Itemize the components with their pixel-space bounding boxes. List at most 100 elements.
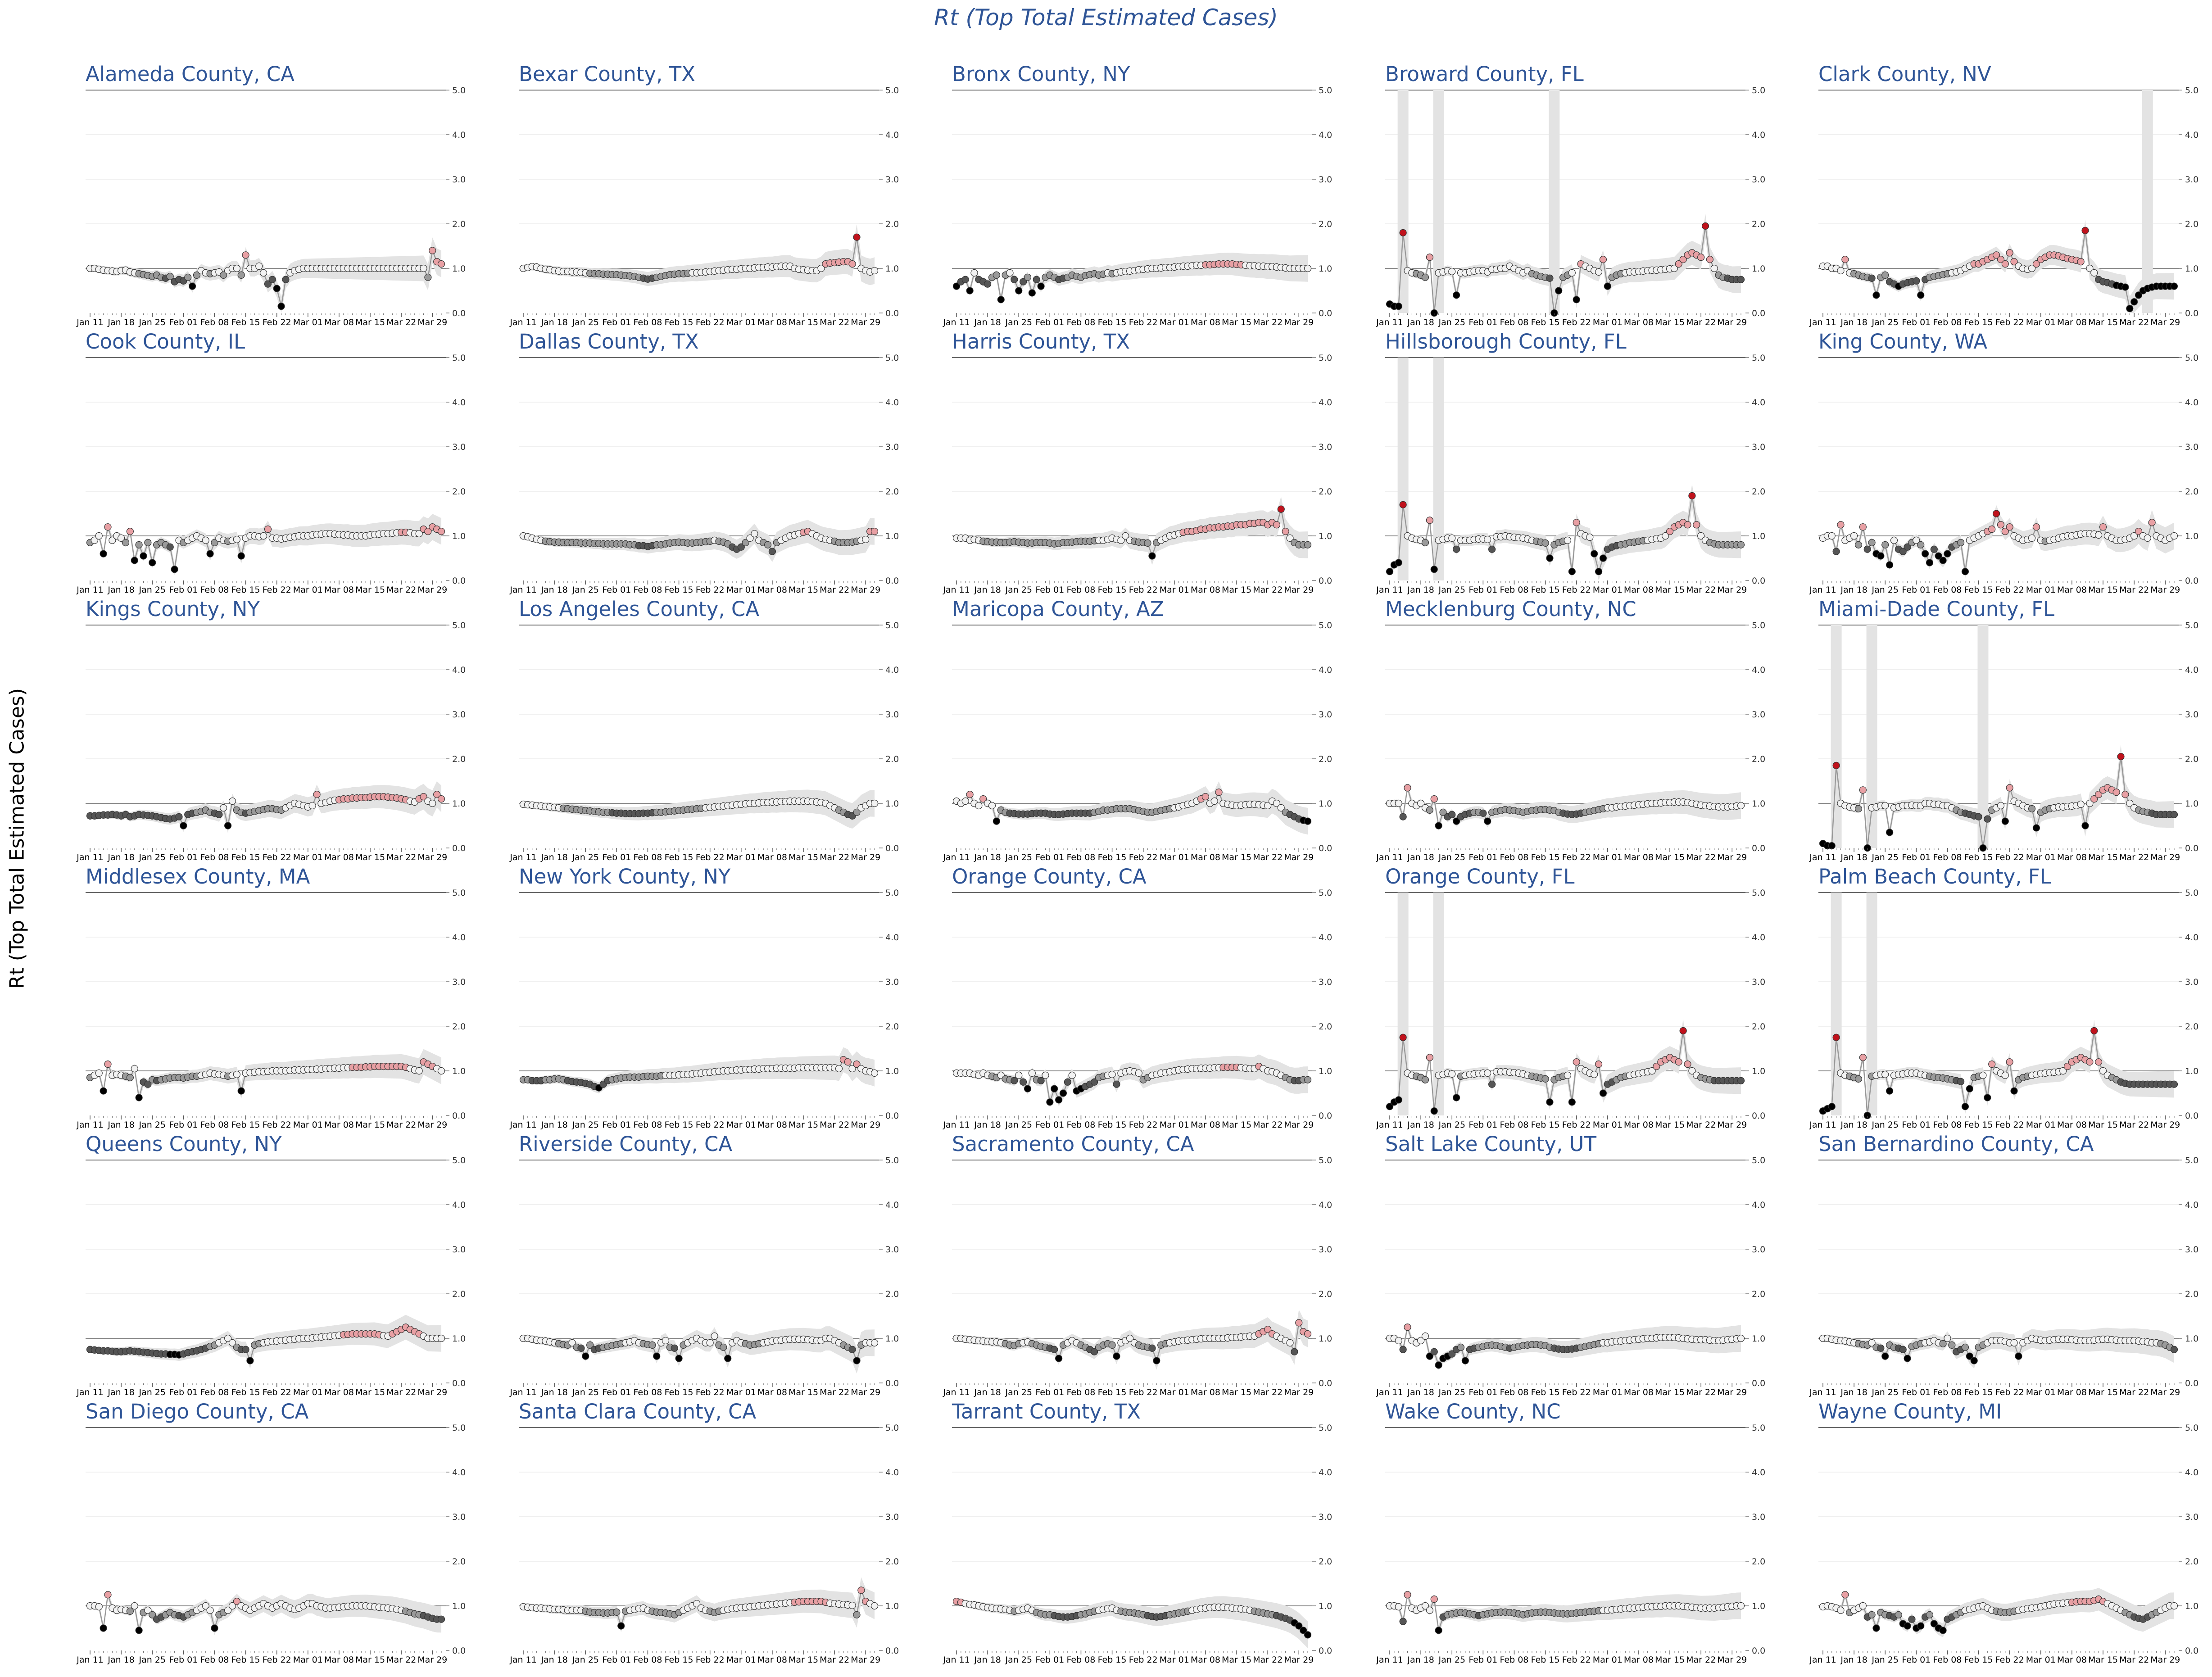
y-tick-label: 5.0 xyxy=(2185,888,2198,898)
x-tick-label: Mar 22 xyxy=(386,852,416,862)
x-tick-label: Mar 29 xyxy=(1717,1120,1747,1130)
x-tick-label: Mar 22 xyxy=(2119,317,2149,327)
x-tick-label: Mar 08 xyxy=(1191,1120,1220,1130)
data-point xyxy=(433,791,441,798)
y-tick-label: 3.0 xyxy=(1319,1245,1332,1255)
y-tick-label: 2.0 xyxy=(1319,219,1332,229)
y-tick-label: 0.0 xyxy=(885,1111,899,1121)
data-point xyxy=(237,552,245,560)
data-point xyxy=(979,795,987,803)
data-point xyxy=(1944,550,1951,557)
data-point xyxy=(100,550,107,557)
data-point xyxy=(1886,1087,1894,1095)
x-tick-label: Mar 29 xyxy=(417,852,447,862)
data-point xyxy=(1037,282,1045,290)
x-tick-label: Feb 01 xyxy=(1469,317,1497,327)
y-tick-label: 1.0 xyxy=(2185,531,2198,541)
data-point xyxy=(1426,1054,1433,1061)
y-tick-label: 5.0 xyxy=(1319,888,1332,898)
data-point xyxy=(1399,813,1407,820)
data-point xyxy=(1662,532,1669,540)
x-tick-label: Feb 22 xyxy=(1562,585,1591,595)
data-point xyxy=(1957,539,1965,546)
x-tick-label: Feb 15 xyxy=(665,852,694,862)
data-point xyxy=(2121,791,2129,798)
data-point xyxy=(1828,1103,1836,1110)
x-tick-label: Feb 22 xyxy=(263,1120,291,1130)
y-tick-label: 0.0 xyxy=(452,1111,466,1121)
data-point xyxy=(1090,1348,1098,1355)
data-point xyxy=(264,526,272,533)
x-tick-label: Jan 11 xyxy=(76,1120,104,1130)
data-point xyxy=(737,543,745,551)
x-tick-label: Mar 22 xyxy=(820,852,849,862)
x-tick-label: Feb 22 xyxy=(263,585,291,595)
data-point xyxy=(1997,521,2005,529)
data-point xyxy=(586,1341,594,1349)
chart-panel: Salt Lake County, UT 0.0 1.0 2.0 3.0 4.0 5.0 Ja… xyxy=(1376,1132,1765,1397)
x-tick-label: Mar 29 xyxy=(851,1387,880,1397)
x-tick-label: Jan 11 xyxy=(1809,317,1836,327)
y-tick-label: 0.0 xyxy=(885,308,899,318)
panel-title: Orange County, CA xyxy=(952,865,1147,888)
x-tick-label: Mar 01 xyxy=(1593,1120,1623,1130)
chart-panel: Alameda County, CA 0.0 1.0 2.0 3.0 4.0 5.0 Jan … xyxy=(76,62,466,327)
x-tick-label: Mar 01 xyxy=(2026,317,2056,327)
y-tick-label: 0.0 xyxy=(1319,1111,1332,1121)
data-point xyxy=(1837,267,1845,275)
chart-panel: Riverside County, CA 0.0 1.0 2.0 3.0 4.0 5.0 Ja… xyxy=(509,1132,899,1397)
x-tick-label: Jan 11 xyxy=(76,1387,104,1397)
data-point xyxy=(1868,539,1876,546)
data-point xyxy=(1688,1067,1696,1075)
x-tick-label: Feb 08 xyxy=(1500,1120,1529,1130)
y-tick-label: 5.0 xyxy=(2185,353,2198,363)
data-point xyxy=(277,303,285,310)
credible-interval-band xyxy=(1390,784,1741,831)
data-point xyxy=(1304,1330,1312,1338)
x-tick-label: Feb 08 xyxy=(200,317,229,327)
x-tick-label: Feb 08 xyxy=(1500,1387,1529,1397)
y-tick-label: 3.0 xyxy=(885,175,899,185)
interval-spike xyxy=(1831,893,1842,1115)
data-point xyxy=(259,532,267,540)
panel-title: Palm Beach County, FL xyxy=(1818,865,2051,888)
data-point xyxy=(582,1352,589,1360)
x-tick-label: Jan 11 xyxy=(943,317,970,327)
data-point xyxy=(220,271,227,279)
data-point xyxy=(1055,1096,1063,1104)
y-tick-label: 4.0 xyxy=(2185,1200,2198,1210)
x-tick-label: Feb 22 xyxy=(1129,317,1158,327)
data-point xyxy=(2006,249,2013,257)
y-tick-label: 3.0 xyxy=(2185,977,2198,987)
x-tick-label: Mar 22 xyxy=(1686,1120,1716,1130)
data-point xyxy=(2006,523,2013,531)
data-point xyxy=(1988,526,1996,533)
data-point xyxy=(2090,269,2098,276)
y-tick-label: 0.0 xyxy=(1752,1378,1765,1388)
data-point xyxy=(2059,1067,2067,1075)
x-tick-label: Feb 01 xyxy=(1902,852,1931,862)
data-point xyxy=(1586,533,1594,541)
x-tick-label: Feb 15 xyxy=(665,1387,694,1397)
y-tick-label: 0.0 xyxy=(1319,308,1332,318)
data-point xyxy=(1291,1348,1298,1355)
data-point xyxy=(1877,552,1885,560)
x-tick-label: Mar 29 xyxy=(1284,1387,1314,1397)
data-point xyxy=(1430,309,1438,317)
data-point xyxy=(1541,1075,1549,1083)
x-tick-label: Jan 11 xyxy=(1809,1120,1836,1130)
data-point xyxy=(1028,289,1036,297)
x-tick-label: Jan 11 xyxy=(1376,1387,1403,1397)
chart-panel: Clark County, NV 0.0 1.0 2.0 3.0 4.0 5.0 Jan 11… xyxy=(1809,62,2198,327)
y-tick-label: 1.0 xyxy=(452,1066,466,1076)
data-point xyxy=(1930,545,1938,553)
x-tick-label: Feb 22 xyxy=(1995,317,2024,327)
y-tick-label: 2.0 xyxy=(1752,219,1765,229)
data-point xyxy=(1604,282,1611,290)
data-point xyxy=(1395,1096,1402,1104)
data-point xyxy=(1697,532,1705,540)
data-point xyxy=(206,550,214,557)
data-point xyxy=(1421,539,1429,546)
x-tick-label: Feb 15 xyxy=(1964,317,1993,327)
interval-spike xyxy=(1433,358,1444,580)
